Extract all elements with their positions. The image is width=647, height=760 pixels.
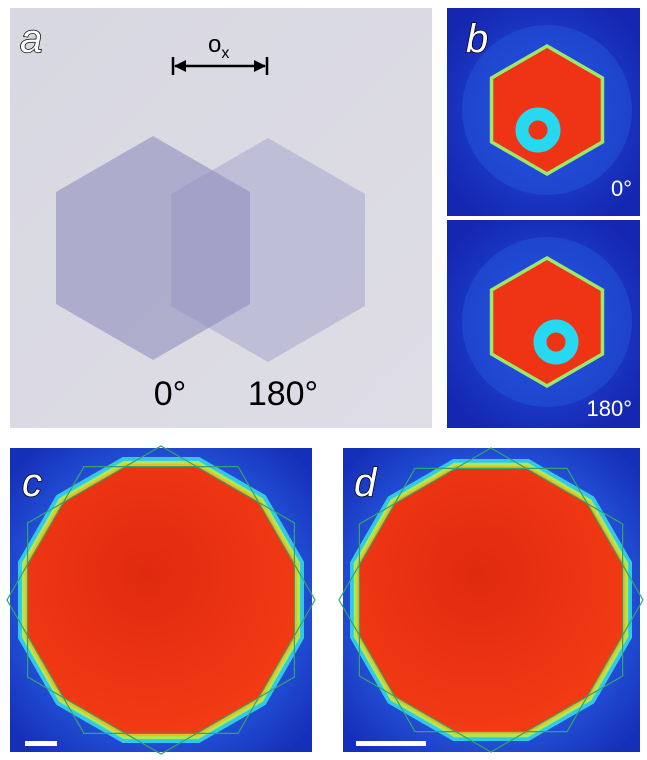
panel-label: b — [466, 17, 488, 61]
crystal — [359, 468, 623, 732]
arrow-head — [174, 60, 186, 72]
scale-bar — [356, 741, 426, 746]
panel-label: a — [20, 17, 42, 61]
scale-bar — [25, 741, 57, 746]
panel-a: ox 0° 180° a — [10, 8, 432, 428]
panel-label: c — [22, 461, 42, 505]
ring — [533, 319, 579, 365]
crystal-0 — [56, 136, 250, 360]
hexagon-outline — [27, 445, 295, 755]
panel-label: d — [354, 461, 378, 505]
arrow-head — [254, 60, 266, 72]
offset-label: ox — [208, 31, 229, 62]
angle-label: 180° — [586, 396, 632, 421]
panel-c: c — [6, 445, 316, 755]
angle-label: 180° — [248, 375, 318, 413]
panel-b: 0° 180° b — [447, 8, 640, 428]
panel-d: d — [338, 447, 644, 753]
angle-label: 0° — [611, 176, 632, 201]
hexagon-outline — [338, 467, 644, 733]
ring — [515, 107, 561, 153]
hexagon-outline — [6, 466, 316, 735]
hexagon-outline — [358, 447, 624, 753]
offset-symbol: o — [208, 31, 221, 58]
offset-subscript: x — [221, 45, 229, 62]
crystal — [27, 466, 295, 734]
angle-label: 0° — [154, 375, 187, 413]
